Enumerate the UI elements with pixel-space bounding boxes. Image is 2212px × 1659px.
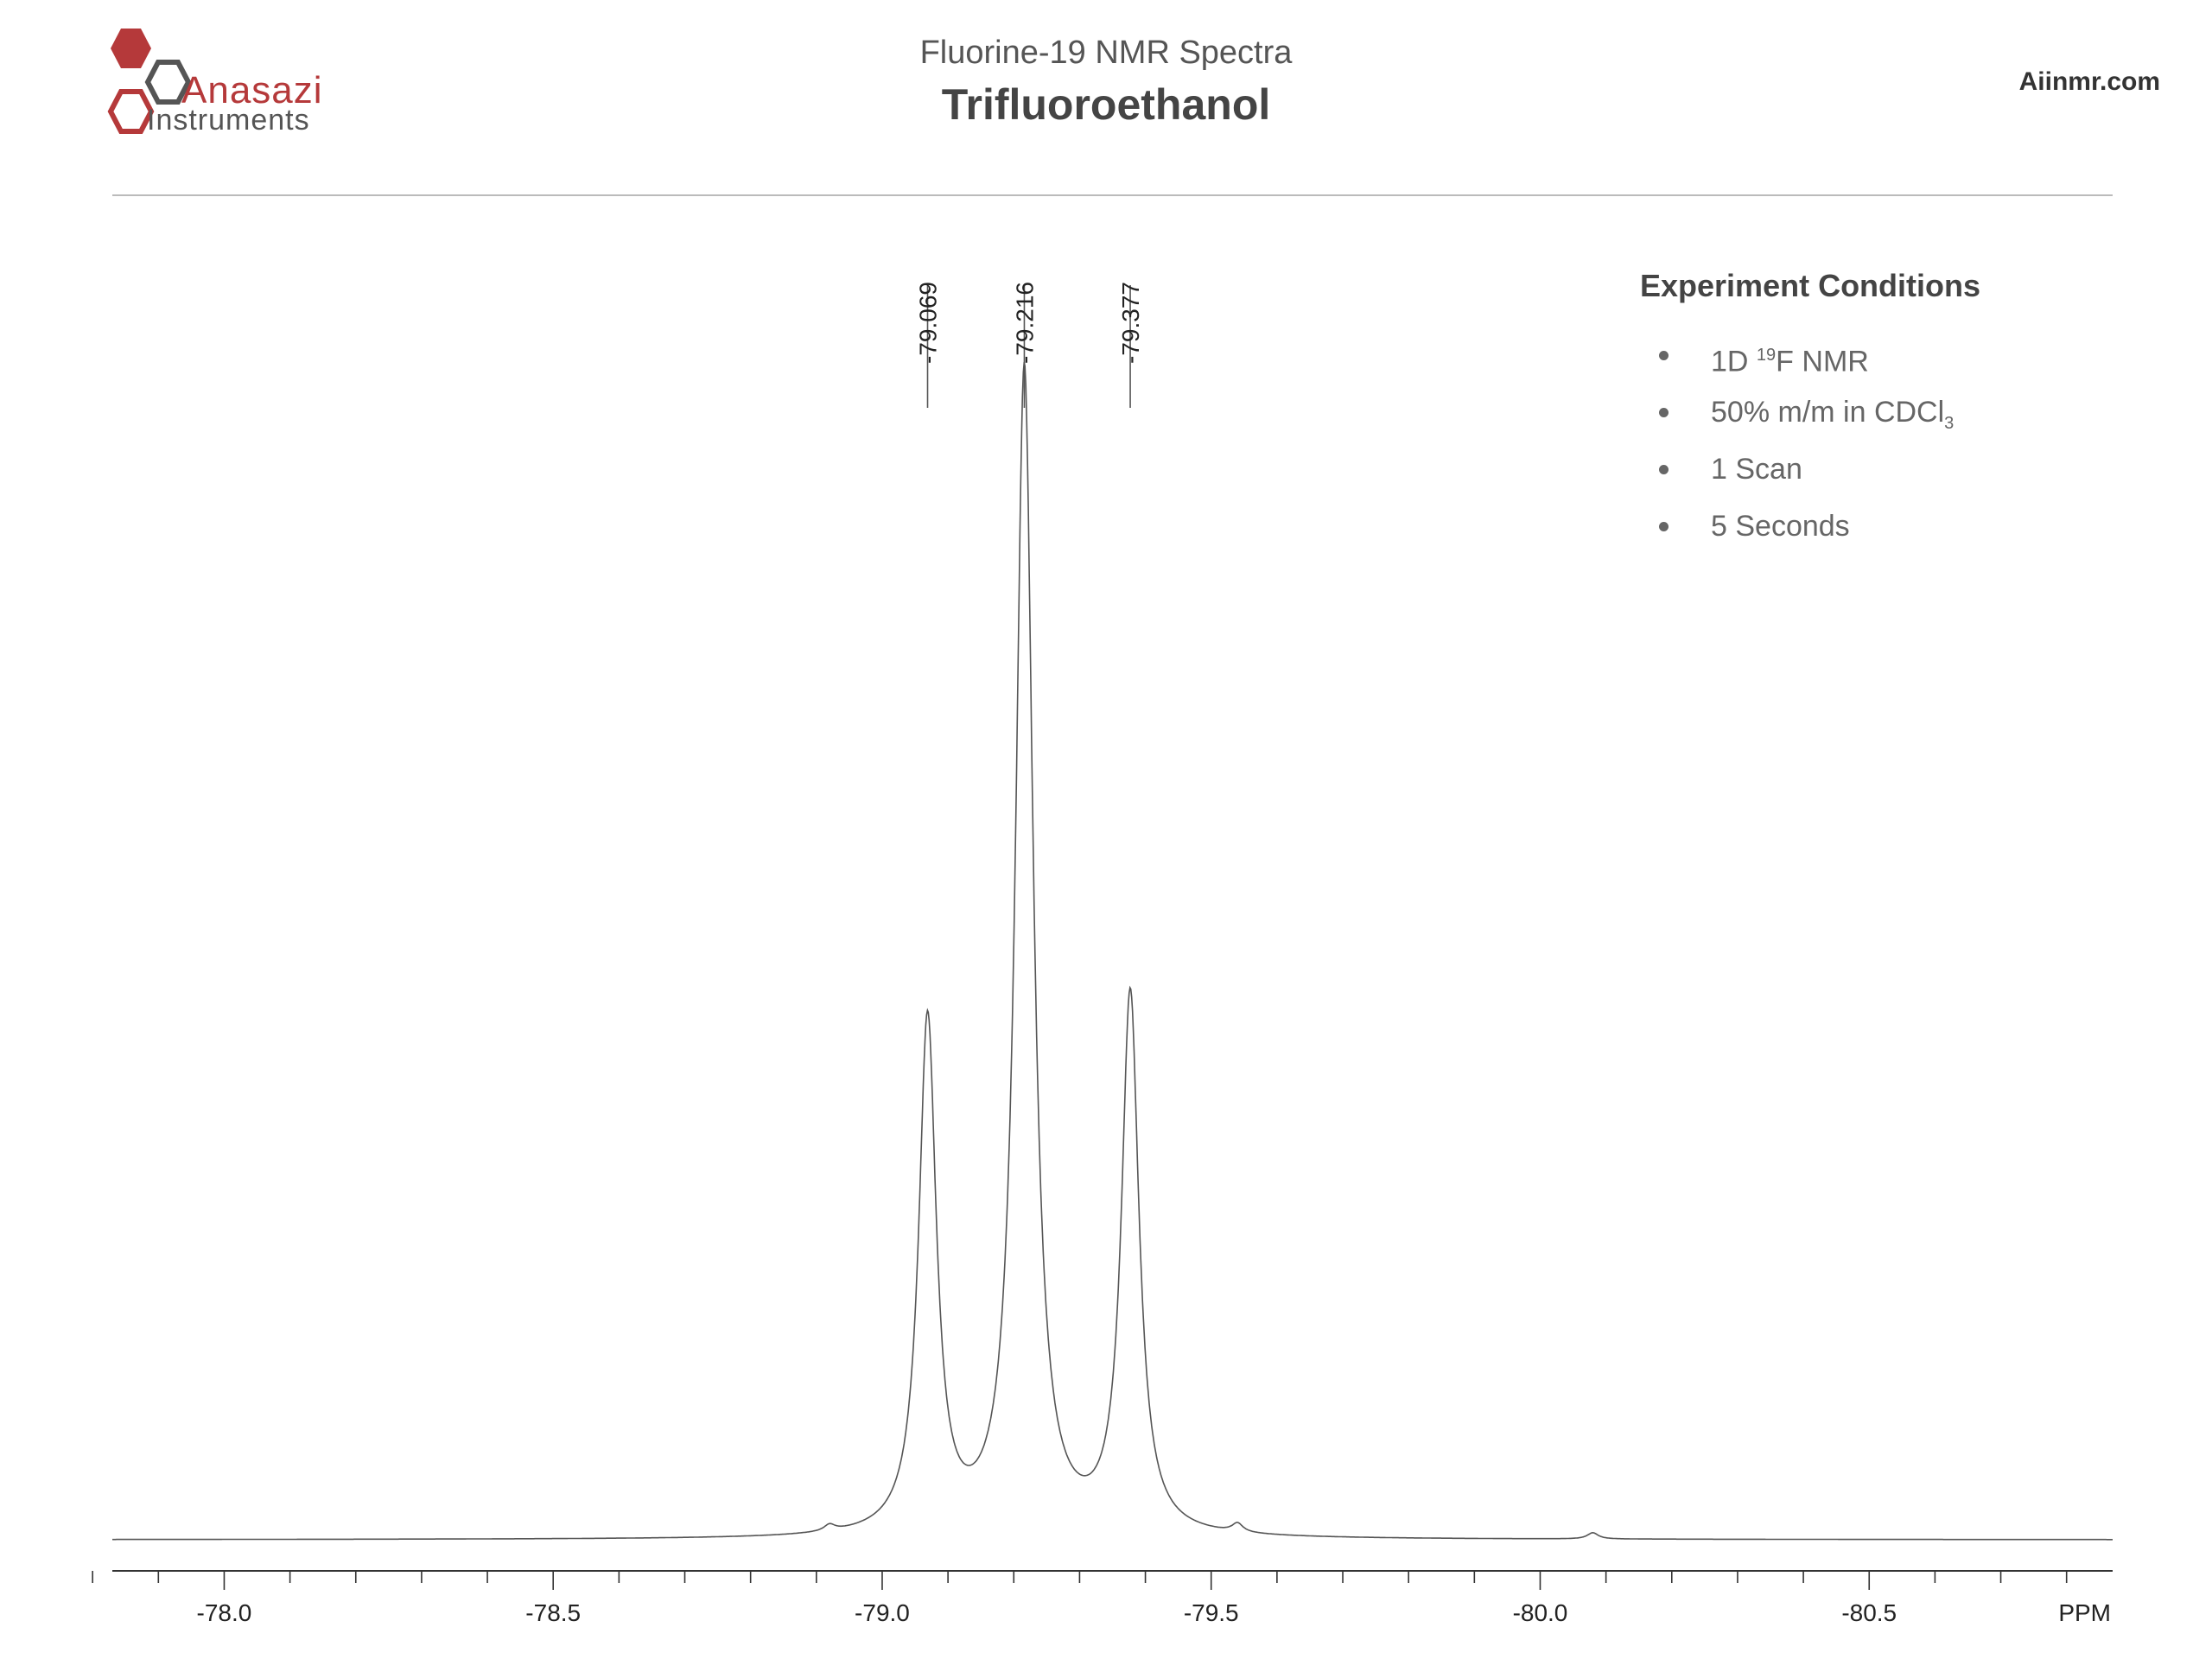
condition-item: 5 Seconds <box>1640 498 2124 555</box>
x-tick-label: -79.5 <box>1184 1599 1239 1626</box>
website-link[interactable]: Aiinmr.com <box>2018 67 2160 96</box>
brand-name: Anasazi <box>181 69 323 111</box>
spectrum-line <box>112 361 2113 1541</box>
condition-item: 50% m/m in CDCl3 <box>1640 384 2124 441</box>
x-tick-label: -79.0 <box>855 1599 910 1626</box>
peak-label: -79.377 <box>1117 282 1144 364</box>
bullet-icon <box>1659 522 1669 531</box>
peak-label: -79.069 <box>915 282 942 364</box>
conditions-list: 1D 19F NMR 50% m/m in CDCl3 1 Scan 5 Sec… <box>1640 327 2124 555</box>
condition-item: 1D 19F NMR <box>1640 327 2124 384</box>
peak-label: -79.216 <box>1011 282 1038 364</box>
x-tick-label: -80.0 <box>1513 1599 1568 1626</box>
page-subtitle: Fluorine-19 NMR Spectra <box>919 35 1293 71</box>
experiment-conditions: Experiment Conditions 1D 19F NMR 50% m/m… <box>1640 268 2124 555</box>
bullet-icon <box>1659 351 1669 360</box>
condition-item: 1 Scan <box>1640 441 2124 498</box>
x-tick-label: -80.5 <box>1841 1599 1897 1626</box>
logo-hexagon-gray <box>144 60 192 105</box>
x-tick-label: -78.0 <box>197 1599 252 1626</box>
logo-hexagon-red-outline <box>107 89 155 134</box>
brand-subtitle: Instruments <box>147 104 310 137</box>
x-axis-label: PPM <box>2058 1599 2111 1626</box>
bullet-icon <box>1659 465 1669 474</box>
page-title: Trifluoroethanol <box>941 80 1271 129</box>
x-tick-label: -78.5 <box>525 1599 581 1626</box>
bullet-icon <box>1659 408 1669 417</box>
brand-logo <box>107 29 192 134</box>
logo-hexagon-red-filled <box>111 29 151 68</box>
conditions-title: Experiment Conditions <box>1640 268 1981 303</box>
